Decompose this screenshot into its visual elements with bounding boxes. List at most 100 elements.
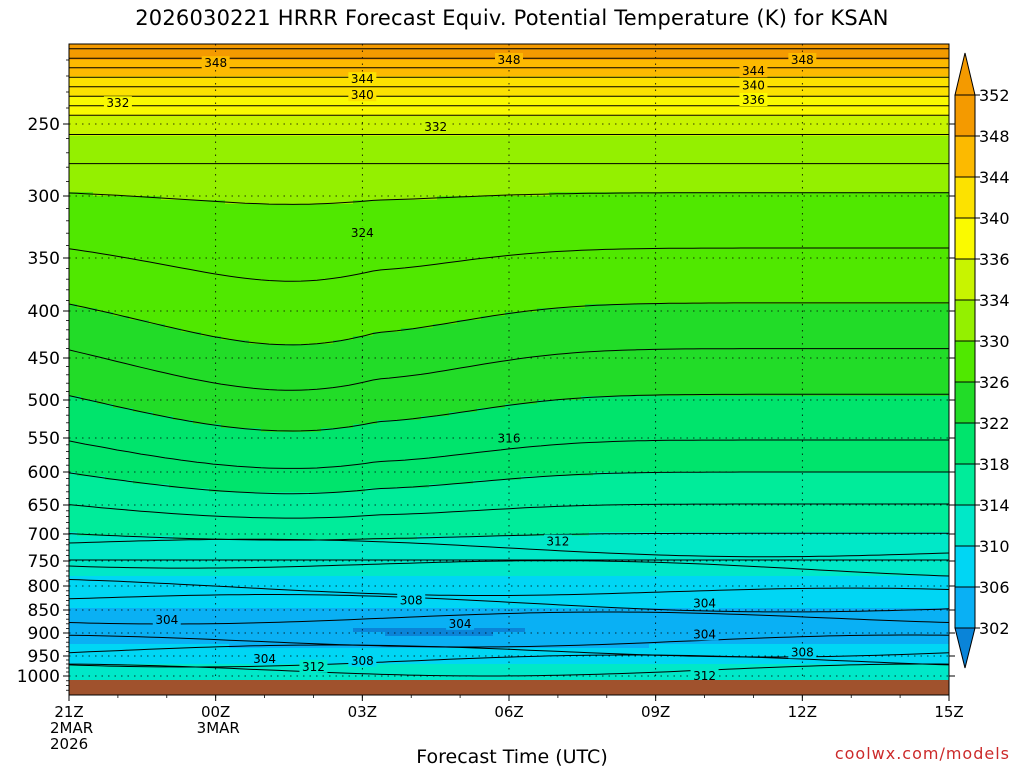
heatmap-cell: [545, 76, 550, 81]
heatmap-cell: [557, 88, 562, 93]
heatmap-cell: [541, 72, 546, 77]
heatmap-cell: [529, 52, 534, 57]
heatmap-cell: [273, 116, 278, 121]
heatmap-cell: [265, 116, 270, 121]
heatmap-cell: [121, 68, 126, 73]
heatmap-cell: [521, 108, 526, 113]
heatmap-cell: [481, 108, 486, 113]
heatmap-cell: [161, 68, 166, 73]
heatmap-cell: [365, 108, 370, 113]
heatmap-cell: [577, 116, 582, 121]
heatmap-cell: [525, 76, 530, 81]
heatmap-cell: [77, 44, 82, 49]
heatmap-cell: [729, 60, 734, 65]
heatmap-cell: [513, 80, 518, 85]
heatmap-cell: [885, 116, 890, 121]
heatmap-cell: [601, 80, 606, 85]
heatmap-cell: [825, 80, 830, 85]
heatmap-cell: [577, 72, 582, 77]
heatmap-cell: [429, 76, 434, 81]
heatmap-cell: [81, 68, 86, 73]
heatmap-cell: [157, 60, 162, 65]
heatmap-cell: [513, 44, 518, 49]
heatmap-cell: [541, 80, 546, 85]
heatmap-cell: [349, 52, 354, 57]
heatmap-cell: [797, 100, 802, 105]
heatmap-cell: [725, 112, 730, 117]
heatmap-cell: [561, 80, 566, 85]
heatmap-cell: [273, 60, 278, 65]
heatmap-cell: [149, 120, 154, 125]
heatmap-cell: [681, 108, 686, 113]
heatmap-cell: [381, 60, 386, 65]
heatmap-cell: [829, 116, 834, 121]
heatmap-cell: [261, 76, 266, 81]
heatmap-cell: [665, 52, 670, 57]
heatmap-cell: [825, 112, 830, 117]
heatmap-cell: [533, 52, 538, 57]
heatmap-cell: [269, 88, 274, 93]
heatmap-cell: [461, 72, 466, 77]
heatmap-cell: [449, 116, 454, 121]
heatmap-cell: [89, 80, 94, 85]
heatmap-cell: [789, 76, 794, 81]
heatmap-cell: [553, 108, 558, 113]
heatmap-cell: [461, 88, 466, 93]
heatmap-cell: [677, 112, 682, 117]
heatmap-cell: [529, 108, 534, 113]
heatmap-cell: [921, 116, 926, 121]
heatmap-cell: [893, 108, 898, 113]
heatmap-cell: [449, 108, 454, 113]
heatmap-cell: [501, 72, 506, 77]
heatmap-cell: [725, 80, 730, 85]
heatmap-cell: [621, 100, 626, 105]
heatmap-cell: [829, 76, 834, 81]
heatmap-cell: [229, 116, 234, 121]
heatmap-cell: [561, 108, 566, 113]
heatmap-cell: [149, 52, 154, 57]
heatmap-cell: [681, 88, 686, 93]
heatmap-cell: [837, 80, 842, 85]
heatmap-cell: [389, 72, 394, 77]
heatmap-cell: [909, 44, 914, 49]
heatmap-cell: [597, 68, 602, 73]
heatmap-cell: [561, 52, 566, 57]
heatmap-cell: [673, 44, 678, 49]
heatmap-cell: [329, 112, 334, 117]
heatmap-cell: [117, 120, 122, 125]
heatmap-cell: [597, 116, 602, 121]
heatmap-cell: [841, 76, 846, 81]
heatmap-cell: [125, 112, 130, 117]
heatmap-cell: [525, 52, 530, 57]
heatmap-cell: [297, 44, 302, 49]
heatmap-cell: [325, 52, 330, 57]
heatmap-cell: [913, 88, 918, 93]
heatmap-cell: [873, 116, 878, 121]
heatmap-cell: [157, 108, 162, 113]
heatmap-cell: [441, 80, 446, 85]
heatmap-cell: [833, 116, 838, 121]
heatmap-cell: [789, 68, 794, 73]
heatmap-cell: [901, 60, 906, 65]
heatmap-cell: [229, 88, 234, 93]
heatmap-cell: [329, 108, 334, 113]
heatmap-cell: [909, 52, 914, 57]
heatmap-cell: [289, 72, 294, 77]
heatmap-cell: [921, 112, 926, 117]
heatmap-cell: [817, 112, 822, 117]
heatmap-cell: [545, 72, 550, 77]
heatmap-cell: [89, 112, 94, 117]
heatmap-cell: [337, 112, 342, 117]
heatmap-cell: [69, 76, 74, 81]
heatmap-cell: [437, 108, 442, 113]
heatmap-cell: [153, 108, 158, 113]
heatmap-cell: [521, 44, 526, 49]
heatmap-cell: [345, 44, 350, 49]
heatmap-cell: [705, 44, 710, 49]
heatmap-cell: [301, 80, 306, 85]
heatmap-cell: [333, 108, 338, 113]
heatmap-cell: [897, 88, 902, 93]
heatmap-cell: [469, 68, 474, 73]
heatmap-cell: [217, 88, 222, 93]
heatmap-cell: [301, 88, 306, 93]
